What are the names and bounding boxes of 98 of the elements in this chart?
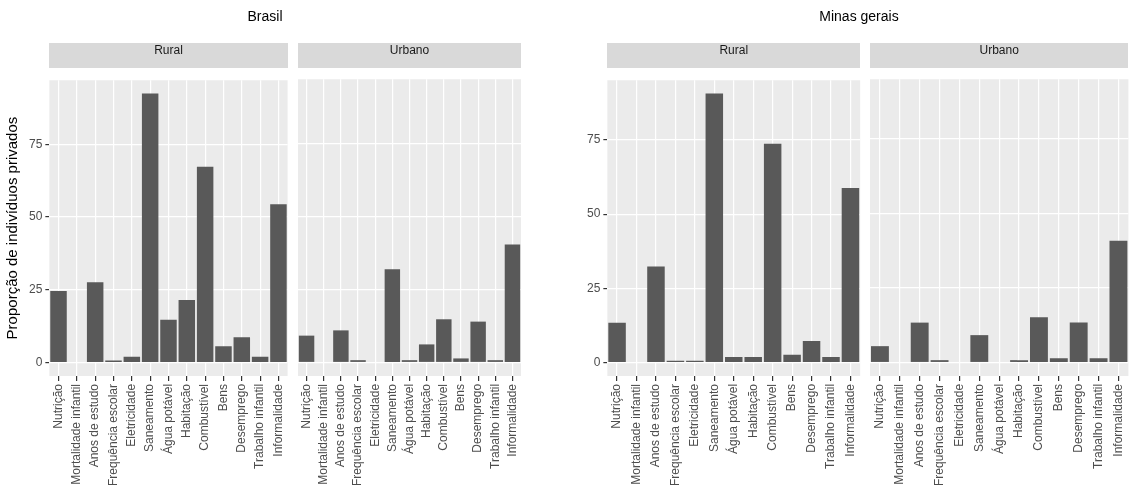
x-tick-label: Água potável: [400, 383, 416, 455]
bar: [86, 282, 104, 362]
y-tick-label: 50: [586, 206, 601, 221]
bar: [504, 244, 521, 362]
x-tick-label: Mortalidade infantil: [316, 383, 331, 485]
bar: [1089, 358, 1108, 362]
y-tick-label: 25: [586, 280, 601, 295]
x-tick-label: Anos de estudo: [912, 383, 926, 468]
y-tick-label: 0: [593, 354, 601, 369]
bar: [215, 346, 232, 362]
x-tick-label: Desemprego: [803, 383, 818, 453]
x-tick-label: Informalidade: [842, 383, 857, 457]
x-tick-label: Anos de estudo: [648, 383, 663, 468]
bar: [802, 340, 821, 362]
x-tick-label: Saneamento: [142, 383, 157, 453]
x-tick-label: Mortalidade infantil: [69, 383, 84, 485]
x-tick-label: Trabalho infantil: [1090, 383, 1105, 469]
chart-title: Minas gerais: [818, 8, 900, 24]
bar: [910, 322, 929, 362]
x-tick-label: Nutrição: [872, 383, 887, 429]
x-tick-label: Bens: [215, 383, 230, 412]
x-tick-label: Água potável: [725, 383, 741, 455]
y-tick-label: 75: [586, 132, 601, 147]
bar: [1030, 317, 1048, 362]
x-tick-label: Anos de estudo: [87, 383, 102, 468]
x-tick-label: Saneamento: [971, 383, 986, 453]
x-tick-label: Água potável: [990, 383, 1006, 455]
x-tick-label: Eletricidade: [687, 383, 702, 447]
x-tick-label: Frequência escolar: [350, 383, 365, 487]
bar: [647, 266, 665, 362]
bar: [1049, 358, 1068, 362]
x-tick-label: Habitação: [1011, 383, 1026, 438]
x-tick-label: Eletricidade: [951, 383, 966, 447]
bar: [763, 143, 782, 362]
x-tick-label: Nutrição: [50, 383, 65, 429]
x-tick-label: Trabalho infantil: [252, 383, 267, 469]
bar: [1109, 240, 1128, 362]
bar: [196, 166, 214, 362]
x-tick-label: Desemprego: [470, 383, 485, 453]
x-tick-label: Saneamento: [384, 383, 399, 453]
chart-subtitle: Rural: [607, 43, 861, 68]
chart-subtitle: Rural: [49, 43, 288, 68]
x-tick-label: Eletricidade: [367, 383, 382, 447]
x-tick-label: Combustível: [764, 383, 779, 451]
x-tick-label: Desemprego: [234, 383, 249, 453]
x-tick-label: Habitação: [418, 383, 433, 438]
x-tick-label: Informalidade: [504, 383, 519, 457]
y-tick-label: 0: [35, 354, 43, 369]
x-tick-label: Bens: [784, 383, 799, 412]
x-tick-label: Frequência escolar: [667, 383, 682, 487]
x-tick-label: Mortalidade infantil: [892, 383, 907, 485]
bar: [233, 337, 251, 362]
bar: [384, 269, 401, 362]
bar: [141, 93, 159, 362]
x-tick-label: Nutrição: [298, 383, 313, 429]
bar: [783, 354, 801, 362]
chart-title: Brasil: [246, 8, 284, 24]
y-tick-label: 25: [28, 282, 43, 297]
x-tick-label: Informalidade: [1110, 383, 1125, 457]
chart-subtitle: Urbano: [870, 43, 1129, 68]
x-tick-label: Combustível: [1031, 383, 1046, 451]
bar: [251, 356, 269, 362]
bar: [160, 319, 177, 362]
bar: [822, 356, 840, 362]
x-tick-label: Trabalho infantil: [487, 383, 502, 469]
x-tick-label: Nutrição: [609, 383, 624, 429]
x-tick-label: Combustível: [436, 383, 451, 451]
x-tick-label: Habitação: [179, 383, 194, 438]
bar: [123, 356, 141, 362]
x-tick-label: Desemprego: [1071, 383, 1086, 453]
x-tick-label: Mortalidade infantil: [628, 383, 643, 485]
x-tick-label: Frequência escolar: [105, 383, 120, 487]
y-tick-label: 50: [28, 209, 43, 224]
x-tick-label: Saneamento: [706, 383, 721, 453]
x-tick-label: Frequência escolar: [931, 383, 946, 487]
x-tick-label: Eletricidade: [124, 383, 139, 447]
x-tick-label: Trabalho infantil: [823, 383, 838, 469]
bar: [418, 344, 435, 362]
x-tick-label: Combustível: [197, 383, 212, 451]
bar: [1069, 322, 1088, 362]
x-tick-label: Habitação: [745, 383, 760, 438]
bar: [705, 93, 724, 362]
chart-subtitle: Urbano: [298, 43, 522, 68]
y-tick-label: 75: [28, 136, 43, 151]
bar: [298, 335, 315, 362]
bar: [50, 290, 67, 362]
x-tick-label: Anos de estudo: [333, 383, 348, 468]
x-tick-label: Bens: [1051, 383, 1066, 412]
x-tick-label: Bens: [453, 383, 468, 412]
bar: [608, 322, 626, 362]
bar: [841, 187, 860, 362]
x-tick-label: Informalidade: [270, 383, 285, 457]
x-tick-label: Água potável: [159, 383, 175, 455]
bar: [970, 335, 989, 362]
bar: [178, 299, 196, 362]
bar: [270, 204, 287, 362]
y-axis-title: Proporção de indivíduos privados: [3, 116, 21, 340]
bar: [870, 346, 889, 362]
